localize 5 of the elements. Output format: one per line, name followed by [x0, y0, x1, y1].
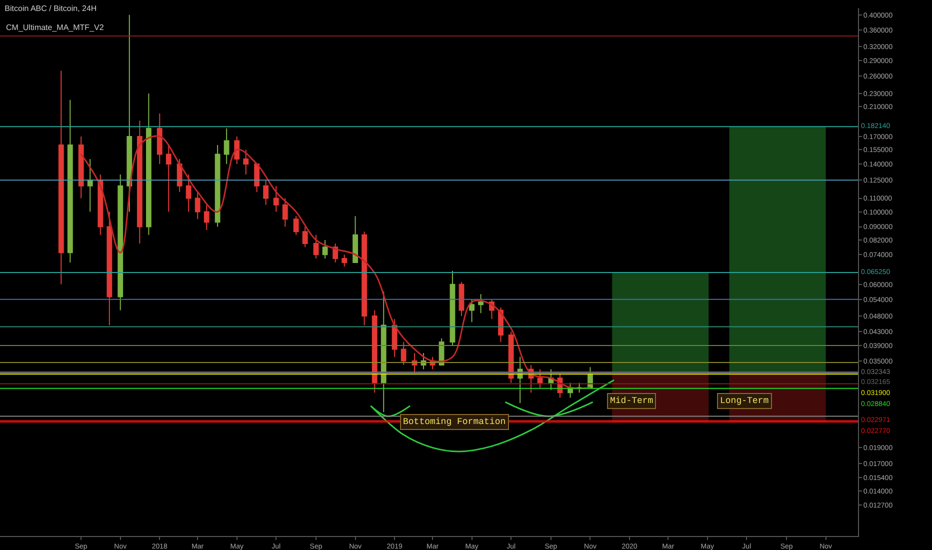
chart-title: Bitcoin ABC / Bitcoin, 24H [4, 4, 97, 14]
annotation: Long-Term [720, 396, 769, 406]
annotation: CM_Ultimate_MA_MTF_V2 [6, 23, 104, 32]
annotation: Mid-Term [610, 396, 654, 406]
annotation: Bottoming Formation [403, 417, 506, 427]
